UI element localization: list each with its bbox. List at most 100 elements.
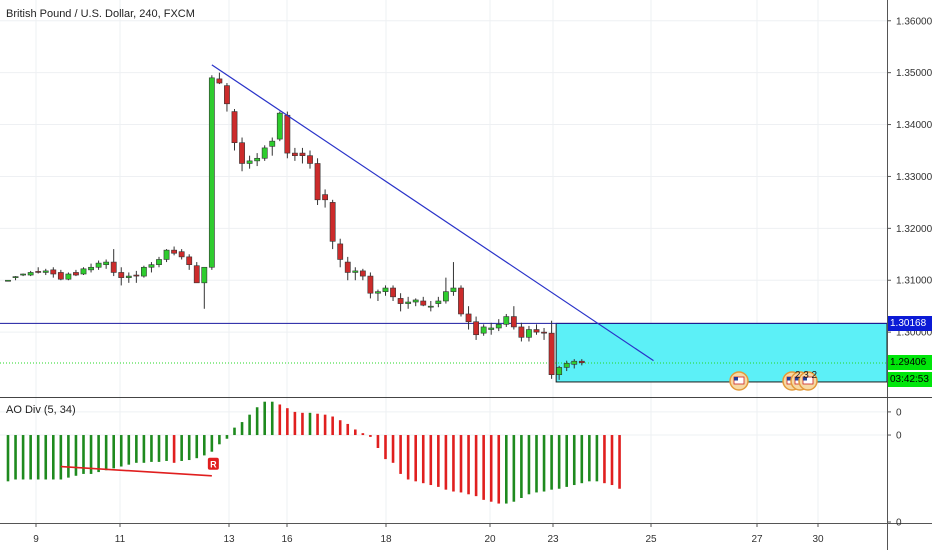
candle-down: [57, 272, 64, 280]
x-tick-label: 11: [115, 534, 126, 545]
ao-bar: [452, 435, 455, 492]
candle-down: [367, 275, 374, 294]
candle-down: [390, 287, 396, 298]
x-tick-label: 16: [281, 534, 293, 545]
candle-up: [442, 291, 449, 302]
candle-up: [488, 327, 495, 330]
ao-bar: [406, 435, 410, 480]
ao-bar: [482, 435, 485, 500]
candle-up: [571, 360, 578, 365]
candle-down: [239, 142, 245, 164]
ao-bar: [550, 435, 553, 490]
candle-up: [375, 291, 381, 294]
ao-bar: [270, 401, 274, 436]
x-tick-label: 20: [484, 534, 496, 545]
ao-bar: [6, 435, 10, 482]
countdown-tag: 03:42:53: [888, 371, 932, 387]
ao-bar: [36, 435, 40, 480]
x-tick-label: 30: [812, 534, 824, 545]
x-tick-label: 18: [380, 534, 392, 545]
ao-bar: [557, 435, 561, 489]
candle-up: [563, 362, 570, 368]
ao-bar: [82, 435, 85, 474]
candle-up: [276, 112, 283, 140]
ao-bar: [142, 435, 146, 463]
candle-up: [480, 326, 487, 334]
candle-down: [359, 270, 366, 277]
ao-bar: [187, 435, 191, 461]
ao-bar: [278, 404, 282, 436]
candle-up: [80, 268, 87, 275]
ao-bar: [497, 435, 501, 504]
ao-bar: [512, 435, 516, 502]
y-tick-label: 1.31000: [896, 276, 932, 287]
candle-down: [397, 298, 404, 304]
candle-down: [110, 261, 117, 273]
candle-down: [178, 251, 185, 258]
last-price-tag: 1.29406: [888, 355, 932, 371]
ao-bar: [572, 435, 576, 486]
event-count-label: 2 3 2: [795, 370, 818, 381]
candle-up: [450, 287, 457, 292]
ao-bar: [520, 435, 523, 498]
ao-bar: [233, 427, 236, 436]
candle-down: [510, 316, 517, 328]
candle-down: [458, 287, 464, 315]
candle-down: [307, 155, 313, 164]
x-tick-label: 27: [751, 534, 763, 545]
ao-bar: [391, 435, 395, 463]
ao-bar: [157, 435, 161, 462]
ao-bar: [527, 435, 531, 495]
y-tick-label: 1.36000: [896, 16, 932, 27]
ao-bar: [301, 412, 304, 436]
ao-bar: [505, 435, 508, 504]
candle-up: [269, 140, 276, 147]
candle-down: [344, 261, 351, 273]
ao-bar: [361, 433, 365, 436]
us-flag-icon-canton: [734, 377, 738, 381]
candle-up: [382, 287, 389, 292]
ao-bar: [323, 414, 327, 436]
trend-line: [211, 64, 654, 362]
ao-bar: [172, 435, 176, 463]
candle-up: [254, 157, 261, 162]
candle-down: [284, 114, 291, 154]
candle-up: [526, 329, 532, 338]
ao-bar: [150, 435, 153, 462]
ao-bar: [14, 435, 17, 480]
y-tick-label: 1.30000: [896, 328, 932, 339]
ao-bar: [67, 435, 70, 478]
candle-down: [548, 332, 555, 375]
divergence-line: [60, 465, 212, 477]
us-flag-icon-canton: [795, 377, 799, 381]
candle-up: [42, 270, 49, 273]
candle-down: [35, 271, 42, 273]
candle-down: [578, 360, 585, 364]
candle-up: [261, 147, 268, 159]
ao-bar: [316, 413, 319, 436]
event-flags: 2 3 2: [729, 370, 818, 391]
y-tick-label: 1.32000: [896, 224, 932, 235]
ao-bar: [44, 435, 48, 480]
candle-down: [50, 269, 57, 275]
ao-bar: [218, 435, 221, 445]
ao-bar: [588, 435, 591, 482]
candle-down: [133, 274, 140, 277]
symbol-title: British Pound / U.S. Dollar, 240, FXCM: [6, 8, 195, 20]
us-flag-icon-canton: [787, 377, 791, 381]
us-flag-icon-canton: [803, 377, 807, 381]
candle-down: [533, 329, 540, 333]
candle-down: [329, 202, 336, 242]
ao-bar: [293, 411, 297, 436]
candle-up: [427, 305, 434, 308]
ao-bar: [29, 435, 32, 480]
candle-down: [193, 265, 200, 284]
ao-bar: [376, 435, 380, 448]
indicator-title: AO Div (5, 34): [6, 404, 76, 416]
ao-bar: [444, 435, 448, 490]
ao-bar: [308, 412, 312, 436]
ao-bar: [542, 435, 546, 492]
candle-up: [20, 273, 26, 276]
ao-histogram: R: [6, 401, 621, 504]
